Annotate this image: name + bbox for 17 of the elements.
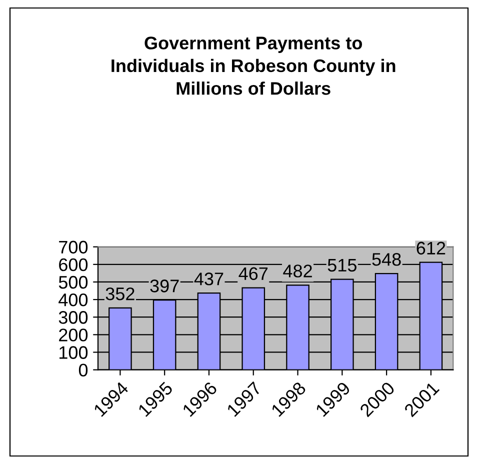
data-label: 482 (283, 264, 312, 278)
y-tick-label: 700 (59, 240, 88, 254)
data-label: 437 (194, 272, 224, 286)
y-tick-label: 0 (78, 364, 88, 377)
data-label: 515 (328, 259, 356, 272)
y-tick-label: 500 (58, 276, 88, 289)
y-tick-label: 100 (60, 346, 88, 359)
data-label: 397 (150, 280, 179, 292)
data-label: 352 (106, 287, 134, 300)
data-label: 548 (372, 253, 401, 266)
y-tick-label: 300 (58, 311, 88, 324)
chart-title: Government Payments to Individuals in Robeson County in Millions of Dollars (112, 36, 396, 95)
y-tick-label: 200 (59, 328, 88, 342)
y-tick-label: 400 (58, 293, 88, 306)
data-label: 612 (416, 242, 446, 255)
y-tick-label: 600 (59, 258, 88, 272)
data-label: 467 (238, 267, 268, 280)
